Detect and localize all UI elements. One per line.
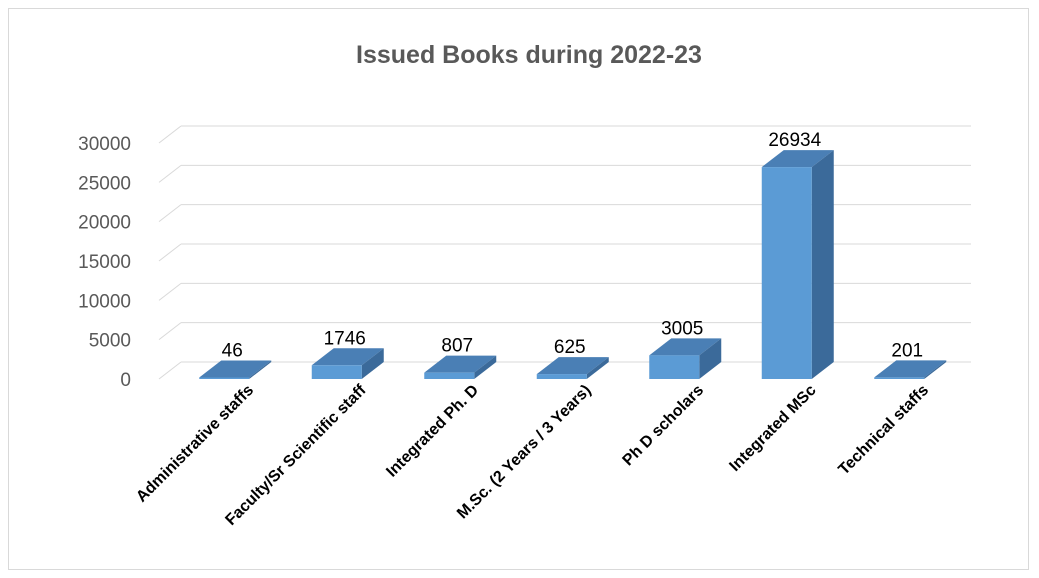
bar-front-face — [536, 374, 587, 379]
y-tick-label: 25000 — [78, 173, 131, 194]
data-label: 46 — [222, 341, 243, 362]
bar-front-face — [874, 377, 925, 379]
data-label: 26934 — [768, 130, 821, 151]
gridline-depth — [158, 204, 182, 223]
gridline-depth — [158, 282, 182, 301]
y-tick-label: 20000 — [78, 213, 131, 234]
gridlines — [158, 125, 971, 380]
gridline-depth — [158, 243, 182, 262]
bar — [761, 150, 834, 379]
gridline-depth — [158, 125, 182, 144]
y-axis-ticks: 0 5000 10000 15000 20000 25000 30000 — [78, 134, 131, 391]
bar — [199, 360, 272, 379]
category-label: Ph D scholars — [620, 382, 708, 470]
bar-side-face — [924, 360, 947, 379]
bar — [311, 348, 384, 379]
y-tick-label: 5000 — [89, 331, 131, 352]
gridline-depth — [158, 322, 182, 341]
bar-top-face — [199, 360, 272, 378]
bar-front-face — [761, 167, 812, 379]
category-label: Administrative staffs — [133, 382, 257, 506]
category-label: Integrated MSc — [726, 382, 819, 475]
bar-front-face — [311, 365, 362, 379]
chart-frame: Issued Books during 2022-23 0 5000 10000 15… — [8, 8, 1029, 570]
data-label: 201 — [891, 340, 923, 361]
gridline-depth — [158, 361, 182, 380]
data-label: 1746 — [324, 328, 366, 349]
bars — [199, 150, 947, 379]
bar-side-face — [811, 150, 834, 379]
bar-top-face — [424, 355, 497, 373]
bar-side-face — [586, 357, 609, 379]
y-tick-label: 15000 — [78, 252, 131, 273]
bar-top-face — [311, 348, 384, 366]
data-label: 625 — [554, 337, 586, 358]
y-tick-label: 0 — [120, 370, 131, 391]
bar-front-face — [649, 355, 700, 379]
bar-chart: Issued Books during 2022-23 0 5000 10000 15… — [78, 41, 971, 529]
data-label: 807 — [441, 336, 473, 357]
category-label: Integrated Ph. D — [383, 382, 482, 481]
category-label: M.Sc. (2 Years / 3 Years) — [454, 382, 595, 523]
bar — [649, 338, 722, 379]
y-tick-label: 10000 — [78, 291, 131, 312]
bar-top-face — [874, 360, 947, 378]
bar-top-face — [536, 357, 609, 375]
chart-title: Issued Books during 2022-23 — [356, 41, 702, 69]
bar-side-face — [699, 338, 722, 379]
bar-front-face — [424, 372, 475, 379]
bar-top-face — [761, 150, 834, 168]
data-labels: 46 1746 807 625 3005 26934 201 — [222, 130, 923, 361]
bar — [874, 360, 947, 379]
bar — [536, 357, 609, 379]
y-tick-label: 30000 — [78, 134, 131, 155]
bar-side-face — [361, 348, 384, 379]
bar-side-face — [249, 360, 272, 379]
gridline-depth — [158, 164, 182, 183]
bar-side-face — [474, 355, 497, 379]
bar — [424, 355, 497, 379]
bar-front-face — [199, 377, 250, 379]
category-label: Technical staffs — [835, 382, 932, 479]
bar-top-face — [649, 338, 722, 356]
data-label: 3005 — [661, 318, 703, 339]
